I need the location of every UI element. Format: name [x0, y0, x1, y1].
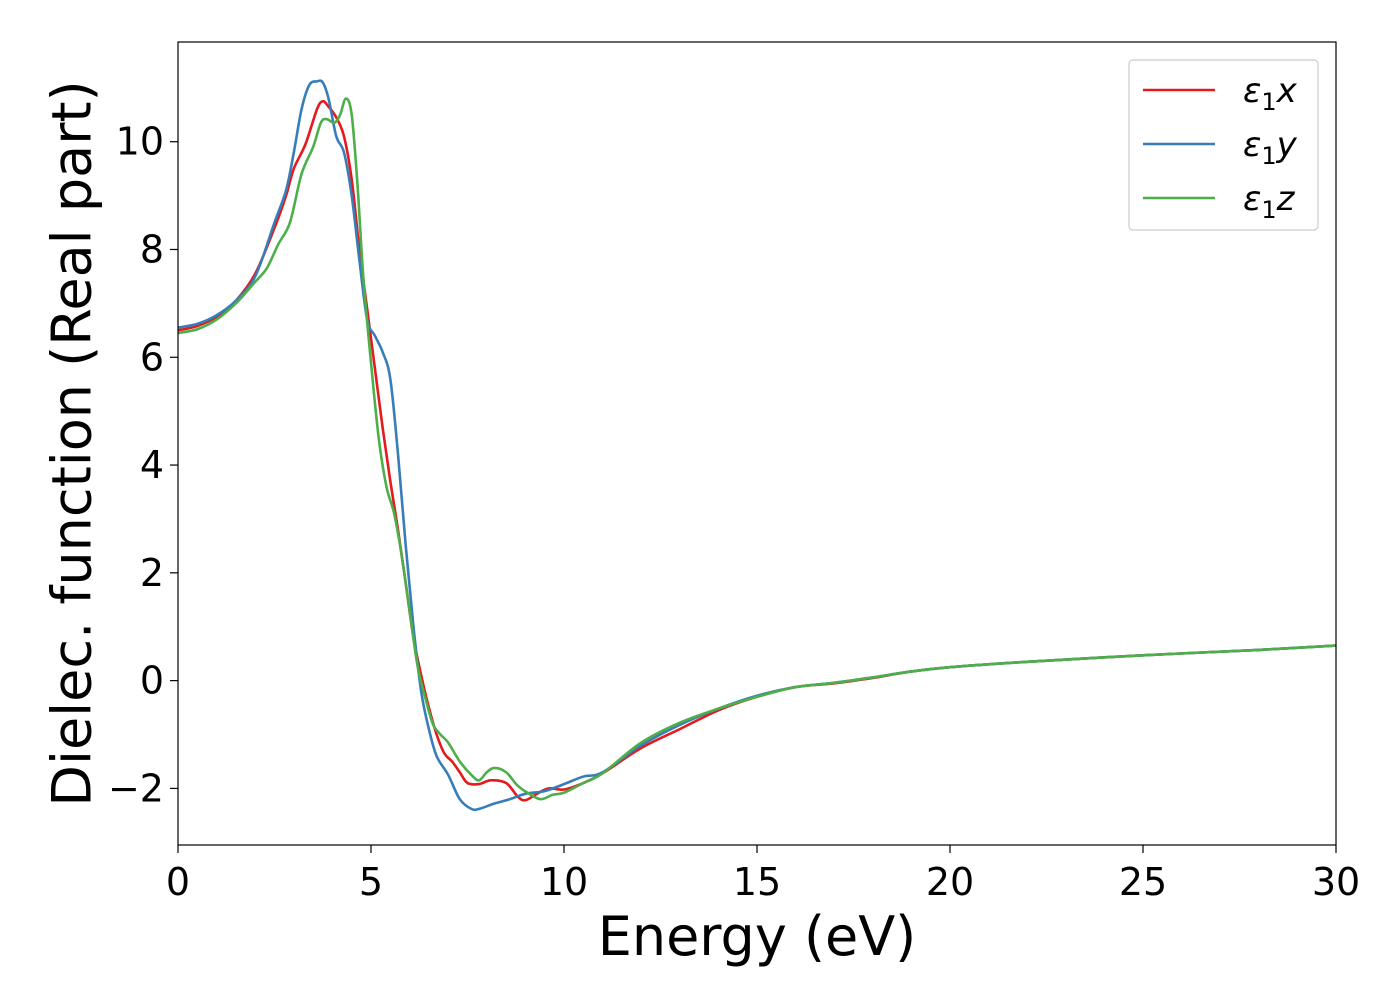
x-tick-label: 5 [359, 860, 383, 904]
x-axis-label: Energy (eV) [598, 905, 917, 968]
y-tick-label: 0 [140, 659, 164, 703]
series-line-z [178, 97, 1336, 801]
legend-label-y: ε1y [1243, 125, 1298, 170]
y-tick-label: 2 [140, 551, 164, 595]
y-tick-label: −2 [108, 766, 164, 810]
legend-box [1128, 59, 1319, 231]
x-tick-label: 25 [1119, 860, 1167, 904]
x-tick-label: 0 [166, 860, 190, 904]
y-axis-ticks: −2 0 2 4 6 8 10 [108, 120, 178, 810]
x-tick-label: 15 [733, 860, 781, 904]
y-axis-label: Dielec. function (Real part) [41, 80, 104, 806]
y-tick-label: 6 [140, 335, 164, 379]
y-tick-label: 10 [116, 120, 164, 164]
x-tick-label: 10 [540, 860, 588, 904]
y-tick-label: 8 [140, 227, 164, 271]
series-layer [178, 79, 1336, 812]
legend: ε1x ε1y ε1z [1128, 59, 1319, 231]
legend-label-x: ε1x [1243, 71, 1298, 116]
legend-label-z: ε1z [1243, 179, 1296, 224]
x-tick-label: 30 [1312, 860, 1360, 904]
y-tick-label: 4 [140, 443, 164, 487]
x-tick-label: 20 [926, 860, 974, 904]
x-axis-ticks: 0 5 10 15 20 25 30 [166, 845, 1360, 904]
